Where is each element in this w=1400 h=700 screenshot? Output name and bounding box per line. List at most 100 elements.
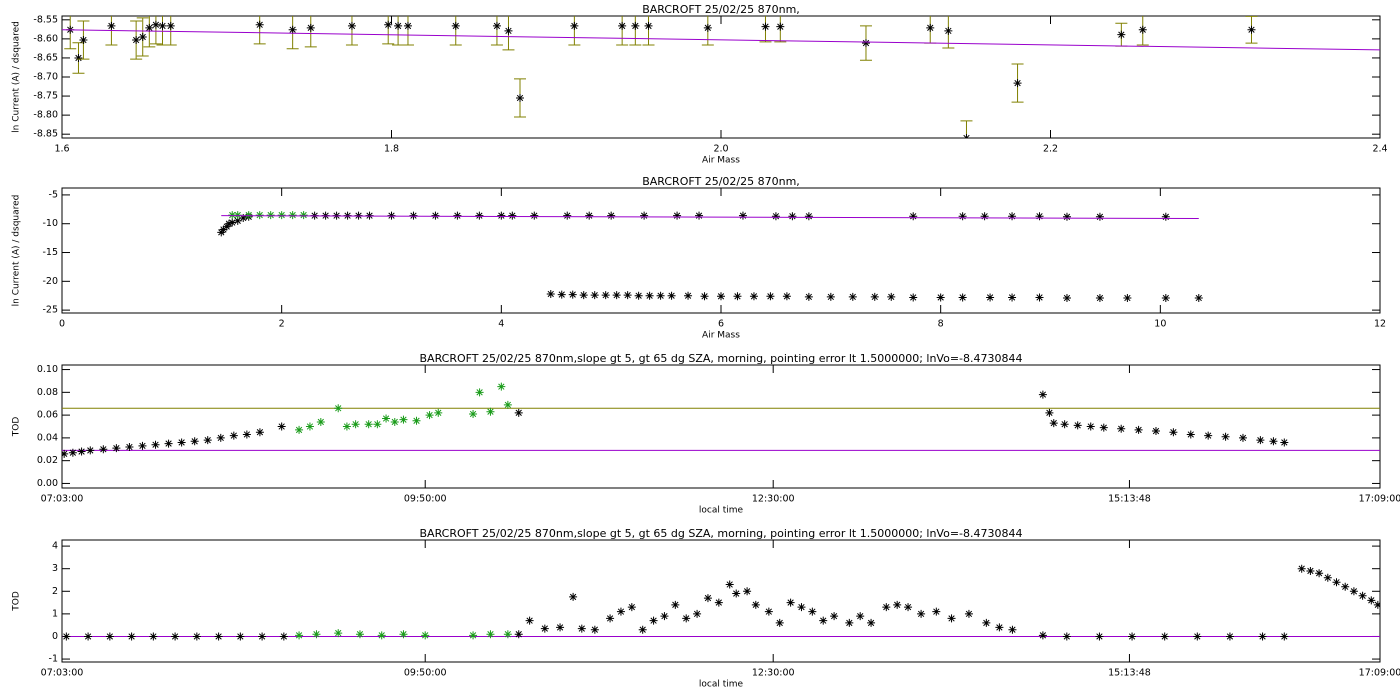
x-tick-label: 17:09:00: [1359, 668, 1400, 679]
data-point: [557, 290, 566, 299]
data-point: [982, 618, 991, 627]
y-axis-label: TOD: [12, 591, 22, 612]
data-point: [606, 614, 615, 623]
data-point: [887, 292, 896, 301]
data-point: [570, 21, 579, 30]
data-point: [219, 225, 228, 234]
data-point: [1367, 596, 1376, 605]
data-point: [808, 607, 817, 616]
data-point: [1169, 428, 1178, 437]
data-point: [660, 612, 669, 621]
data-point: [277, 422, 286, 431]
data-point: [229, 431, 238, 440]
data-point: [893, 600, 902, 609]
data-point: [733, 292, 742, 301]
data-point: [607, 211, 616, 220]
data-point: [412, 416, 421, 425]
data-point: [644, 21, 653, 30]
data-point: [486, 630, 495, 639]
data-point: [203, 436, 212, 445]
data-point: [399, 630, 408, 639]
y-tick-label: -8.80: [33, 110, 58, 121]
data-point: [797, 603, 806, 612]
data-point: [1269, 437, 1278, 446]
data-point: [453, 211, 462, 220]
y-tick-label: 2: [52, 586, 58, 597]
data-point: [738, 211, 747, 220]
data-point: [673, 211, 682, 220]
data-point: [1297, 564, 1306, 573]
data-point: [1194, 294, 1203, 303]
data-point: [351, 420, 360, 429]
data-point: [1062, 212, 1071, 221]
data-point: [1280, 438, 1289, 447]
data-point: [1008, 293, 1017, 302]
x-tick-label: 2.0: [713, 144, 728, 155]
data-point: [1128, 632, 1137, 641]
data-point: [299, 211, 308, 220]
data-point: [233, 211, 242, 220]
x-tick-label: 15:13:48: [1108, 494, 1151, 505]
data-point: [1008, 625, 1017, 634]
data-point: [306, 23, 315, 32]
y-tick-label: 1: [52, 608, 58, 619]
data-point: [1358, 591, 1367, 600]
y-tick-label: -20: [42, 276, 58, 287]
panel: BARCROFT 25/02/25 870nm, Air Mass ln Curre…: [12, 3, 1388, 166]
data-point: [1134, 425, 1143, 434]
data-point: [1013, 79, 1022, 88]
data-point: [645, 291, 654, 300]
data-point: [239, 213, 248, 222]
data-point: [1161, 212, 1170, 221]
y-tick-label: -25: [42, 305, 58, 316]
data-point: [1035, 212, 1044, 221]
data-point: [671, 600, 680, 609]
data-point: [1186, 430, 1195, 439]
data-point: [980, 212, 989, 221]
data-point: [775, 618, 784, 627]
data-point: [1095, 212, 1104, 221]
data-point: [192, 632, 201, 641]
panel: BARCROFT 25/02/25 870nm,slope gt 5, gt 6…: [12, 527, 1400, 690]
data-point: [1060, 420, 1069, 429]
y-tick-label: -1: [49, 654, 58, 665]
error-bar: [960, 120, 973, 138]
data-point: [776, 22, 785, 31]
data-point: [516, 93, 525, 102]
data-point: [503, 400, 512, 409]
data-point: [788, 212, 797, 221]
data-point: [288, 211, 297, 220]
data-point: [944, 26, 953, 35]
data-point: [882, 603, 891, 612]
data-point: [577, 624, 586, 633]
y-tick-label: 0.02: [37, 455, 58, 466]
data-point: [926, 23, 935, 32]
data-point: [373, 420, 382, 429]
data-point: [826, 292, 835, 301]
data-point: [1341, 582, 1350, 591]
data-point: [958, 293, 967, 302]
x-tick-label: 07:03:00: [41, 494, 84, 505]
data-point: [1323, 573, 1332, 582]
data-point: [830, 612, 839, 621]
data-point: [279, 632, 288, 641]
data-point: [403, 21, 412, 30]
data-point: [334, 629, 343, 638]
data-point: [656, 291, 665, 300]
data-point: [1349, 587, 1358, 596]
data-point: [503, 630, 512, 639]
data-point: [909, 212, 918, 221]
panel-title: BARCROFT 25/02/25 870nm,slope gt 5, gt 6…: [420, 352, 1023, 365]
data-point: [786, 598, 795, 607]
data-point: [1258, 632, 1267, 641]
data-point: [334, 404, 343, 413]
data-point: [255, 20, 264, 29]
data-point: [714, 598, 723, 607]
data-point: [508, 211, 517, 220]
data-point: [497, 211, 506, 220]
data-point: [703, 23, 712, 32]
data-point: [569, 592, 578, 601]
data-point: [804, 212, 813, 221]
data-point: [514, 630, 523, 639]
data-point: [1086, 422, 1095, 431]
